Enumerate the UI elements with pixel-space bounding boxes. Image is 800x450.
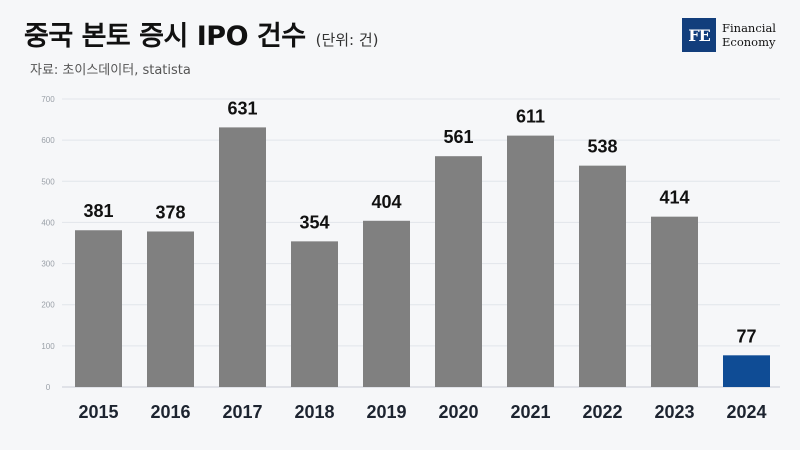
- value-label-2022: 538: [587, 137, 617, 157]
- title-row: 중국 본토 증시 IPO 건수 (단위: 건): [24, 14, 379, 53]
- chart-title: 중국 본토 증시 IPO 건수: [24, 21, 306, 52]
- logo-line-1: Financial: [722, 21, 776, 35]
- value-label-2016: 378: [155, 202, 185, 222]
- bar-2017: [219, 127, 266, 387]
- value-label-2024: 77: [736, 326, 756, 346]
- source-label: 자료: 초이스데이터, statista: [30, 63, 191, 78]
- y-tick-label: 300: [41, 260, 55, 269]
- x-label-2024: 2024: [726, 402, 766, 422]
- x-label-2016: 2016: [150, 402, 190, 422]
- y-tick-label: 500: [41, 177, 55, 186]
- bar-2019: [363, 220, 410, 387]
- value-labels: 381 378 631 354 404 561 611 538 414 77: [83, 98, 756, 346]
- value-label-2015: 381: [83, 201, 113, 221]
- y-tick-label: 0: [46, 383, 51, 392]
- bar-2018: [291, 241, 338, 387]
- x-label-2017: 2017: [222, 402, 262, 422]
- value-label-2020: 561: [443, 127, 473, 147]
- value-label-2021: 611: [516, 107, 545, 127]
- x-label-2018: 2018: [294, 402, 334, 422]
- x-label-2015: 2015: [78, 402, 118, 422]
- x-axis-labels: 2015 2016 2017 2018 2019 2020 2021 2022 2023 2024: [78, 402, 766, 422]
- x-label-2023: 2023: [654, 402, 694, 422]
- bar-2015: [75, 230, 122, 387]
- bars: [75, 127, 770, 387]
- y-tick-label: 400: [41, 218, 55, 227]
- value-label-2018: 354: [299, 212, 329, 232]
- brand-logo: FE Financial Economy: [682, 18, 776, 52]
- bar-2022: [579, 165, 626, 387]
- y-tick-label: 600: [41, 136, 55, 145]
- bar-2016: [147, 231, 194, 387]
- bar-2020: [435, 156, 482, 387]
- value-label-2019: 404: [371, 192, 401, 212]
- unit-label: (단위: 건): [315, 31, 379, 49]
- y-tick-label: 200: [41, 301, 55, 310]
- logo-mark: FE: [682, 18, 716, 52]
- x-label-2022: 2022: [582, 402, 622, 422]
- bar-2023: [651, 216, 698, 387]
- x-label-2021: 2021: [510, 402, 550, 422]
- x-label-2019: 2019: [366, 402, 406, 422]
- value-label-2017: 631: [227, 98, 257, 118]
- y-axis-ticks: 0 100 200 300 400 500 600 700: [41, 95, 55, 392]
- bar-2024: [723, 355, 770, 387]
- logo-line-2: Economy: [722, 35, 776, 49]
- value-label-2023: 414: [659, 188, 689, 208]
- y-tick-label: 700: [41, 95, 55, 104]
- x-label-2020: 2020: [438, 402, 478, 422]
- bar-2021: [507, 135, 554, 387]
- y-tick-label: 100: [41, 342, 55, 351]
- logo-wordmark: Financial Economy: [722, 21, 776, 49]
